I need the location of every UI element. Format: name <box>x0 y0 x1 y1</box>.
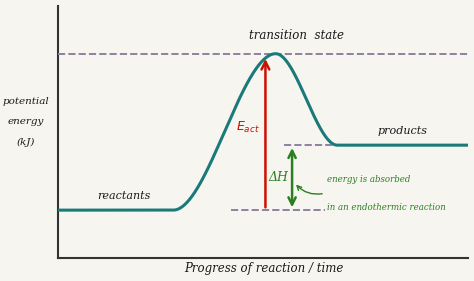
Text: reactants: reactants <box>97 191 151 201</box>
Text: transition  state: transition state <box>249 29 344 42</box>
Text: $E_{act}$: $E_{act}$ <box>236 119 259 135</box>
Text: energy is absorbed: energy is absorbed <box>327 175 410 184</box>
Text: in an endothermic reaction: in an endothermic reaction <box>327 203 446 212</box>
X-axis label: Progress of reaction / time: Progress of reaction / time <box>184 262 343 275</box>
Text: energy: energy <box>7 117 44 126</box>
Text: ΔH: ΔH <box>268 171 288 184</box>
Text: (kJ): (kJ) <box>16 137 35 147</box>
Text: products: products <box>378 126 428 135</box>
Text: potential: potential <box>2 97 49 106</box>
